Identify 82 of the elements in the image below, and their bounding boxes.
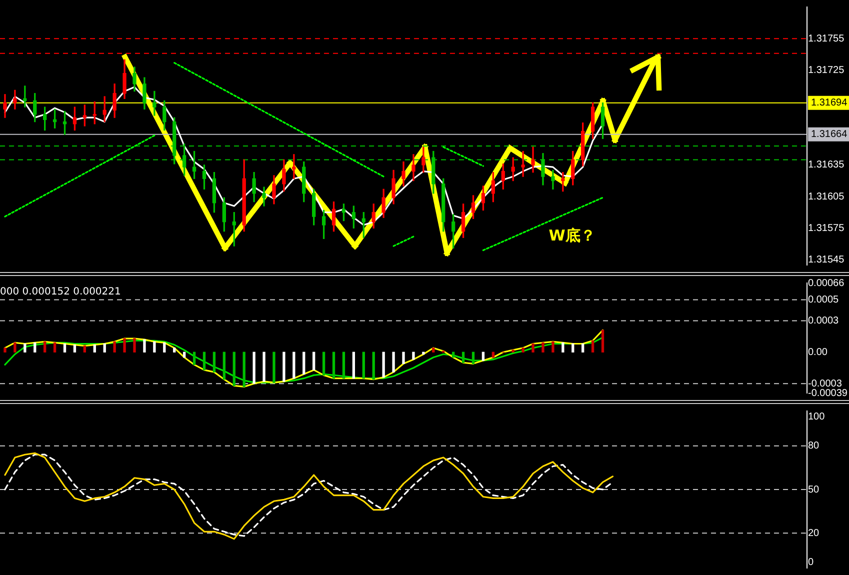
bar (222, 352, 226, 380)
bar (392, 352, 395, 372)
bar (532, 343, 534, 352)
bar (282, 352, 286, 382)
y-tick-label: -0.0003 (808, 378, 842, 390)
bar (601, 330, 604, 352)
bar (542, 342, 544, 352)
ref-line-label: 1.31694 (811, 98, 848, 109)
bar (352, 352, 356, 379)
bar (382, 352, 385, 378)
bar (372, 352, 375, 380)
bar (562, 342, 564, 352)
y-tick-label: 20 (808, 528, 820, 539)
bar (292, 352, 296, 379)
y-tick-label: 1.31545 (808, 254, 845, 266)
bar (163, 342, 166, 352)
bar (24, 343, 26, 352)
bar (173, 348, 176, 352)
candlestick (521, 150, 525, 177)
candlestick (152, 90, 156, 116)
bar (232, 352, 236, 386)
bar (153, 341, 156, 352)
y-tick-label: 1.31725 (808, 64, 845, 76)
bar (591, 340, 594, 352)
bar (482, 352, 485, 361)
candlestick (262, 186, 266, 206)
candlestick (531, 146, 535, 173)
bar (582, 343, 584, 352)
bar (272, 352, 276, 383)
ref-line-label: 1.31664 (811, 129, 848, 140)
bar (462, 352, 465, 363)
bar (422, 352, 425, 355)
bar (123, 338, 126, 352)
candlestick (13, 90, 17, 110)
bar (262, 352, 266, 382)
bar (472, 352, 475, 364)
bar (302, 352, 306, 374)
annotation: W底？ (548, 226, 596, 245)
bar (312, 352, 316, 370)
y-tick-label: 0 (808, 556, 814, 568)
y-tick-label: 100 (808, 412, 826, 423)
bar (143, 339, 146, 352)
bar (53, 342, 56, 352)
y-tick-label: 0.00 (808, 346, 828, 358)
bar (192, 352, 196, 366)
bar (412, 352, 415, 360)
y-tick-label: 50 (808, 484, 820, 496)
bar (103, 343, 106, 352)
bar (63, 343, 66, 352)
y-tick-label: 1.31605 (808, 191, 845, 202)
bar (332, 352, 336, 379)
bar (512, 350, 514, 352)
bar (522, 348, 524, 352)
chart-title: 000 0.000152 0.000221 (0, 286, 121, 298)
bar (322, 352, 326, 376)
bar (432, 348, 435, 352)
bar (73, 344, 76, 352)
bar (83, 346, 86, 352)
bar (202, 352, 206, 370)
y-tick-label: 0.00066 (808, 278, 845, 289)
bar (133, 338, 136, 352)
bar (93, 344, 96, 352)
y-tick-label: 0.0005 (808, 294, 840, 306)
bar (342, 352, 346, 379)
bar (4, 348, 6, 352)
y-tick-label: 1.31575 (808, 222, 845, 234)
y-tick-label: 80 (808, 440, 820, 452)
y-tick-label: -0.00039 (808, 388, 848, 399)
bar (552, 341, 554, 352)
bar (402, 352, 405, 364)
bar (252, 352, 256, 384)
bar (14, 342, 16, 352)
bar (362, 352, 365, 379)
y-tick-label: 1.31755 (808, 33, 845, 44)
bar (212, 352, 216, 372)
bar (113, 341, 116, 352)
bar (572, 343, 574, 352)
bar (34, 342, 36, 352)
y-tick-label: 0.0003 (808, 315, 840, 326)
bar (44, 341, 46, 352)
y-tick-label: 1.31635 (808, 160, 845, 171)
bar (242, 352, 246, 388)
